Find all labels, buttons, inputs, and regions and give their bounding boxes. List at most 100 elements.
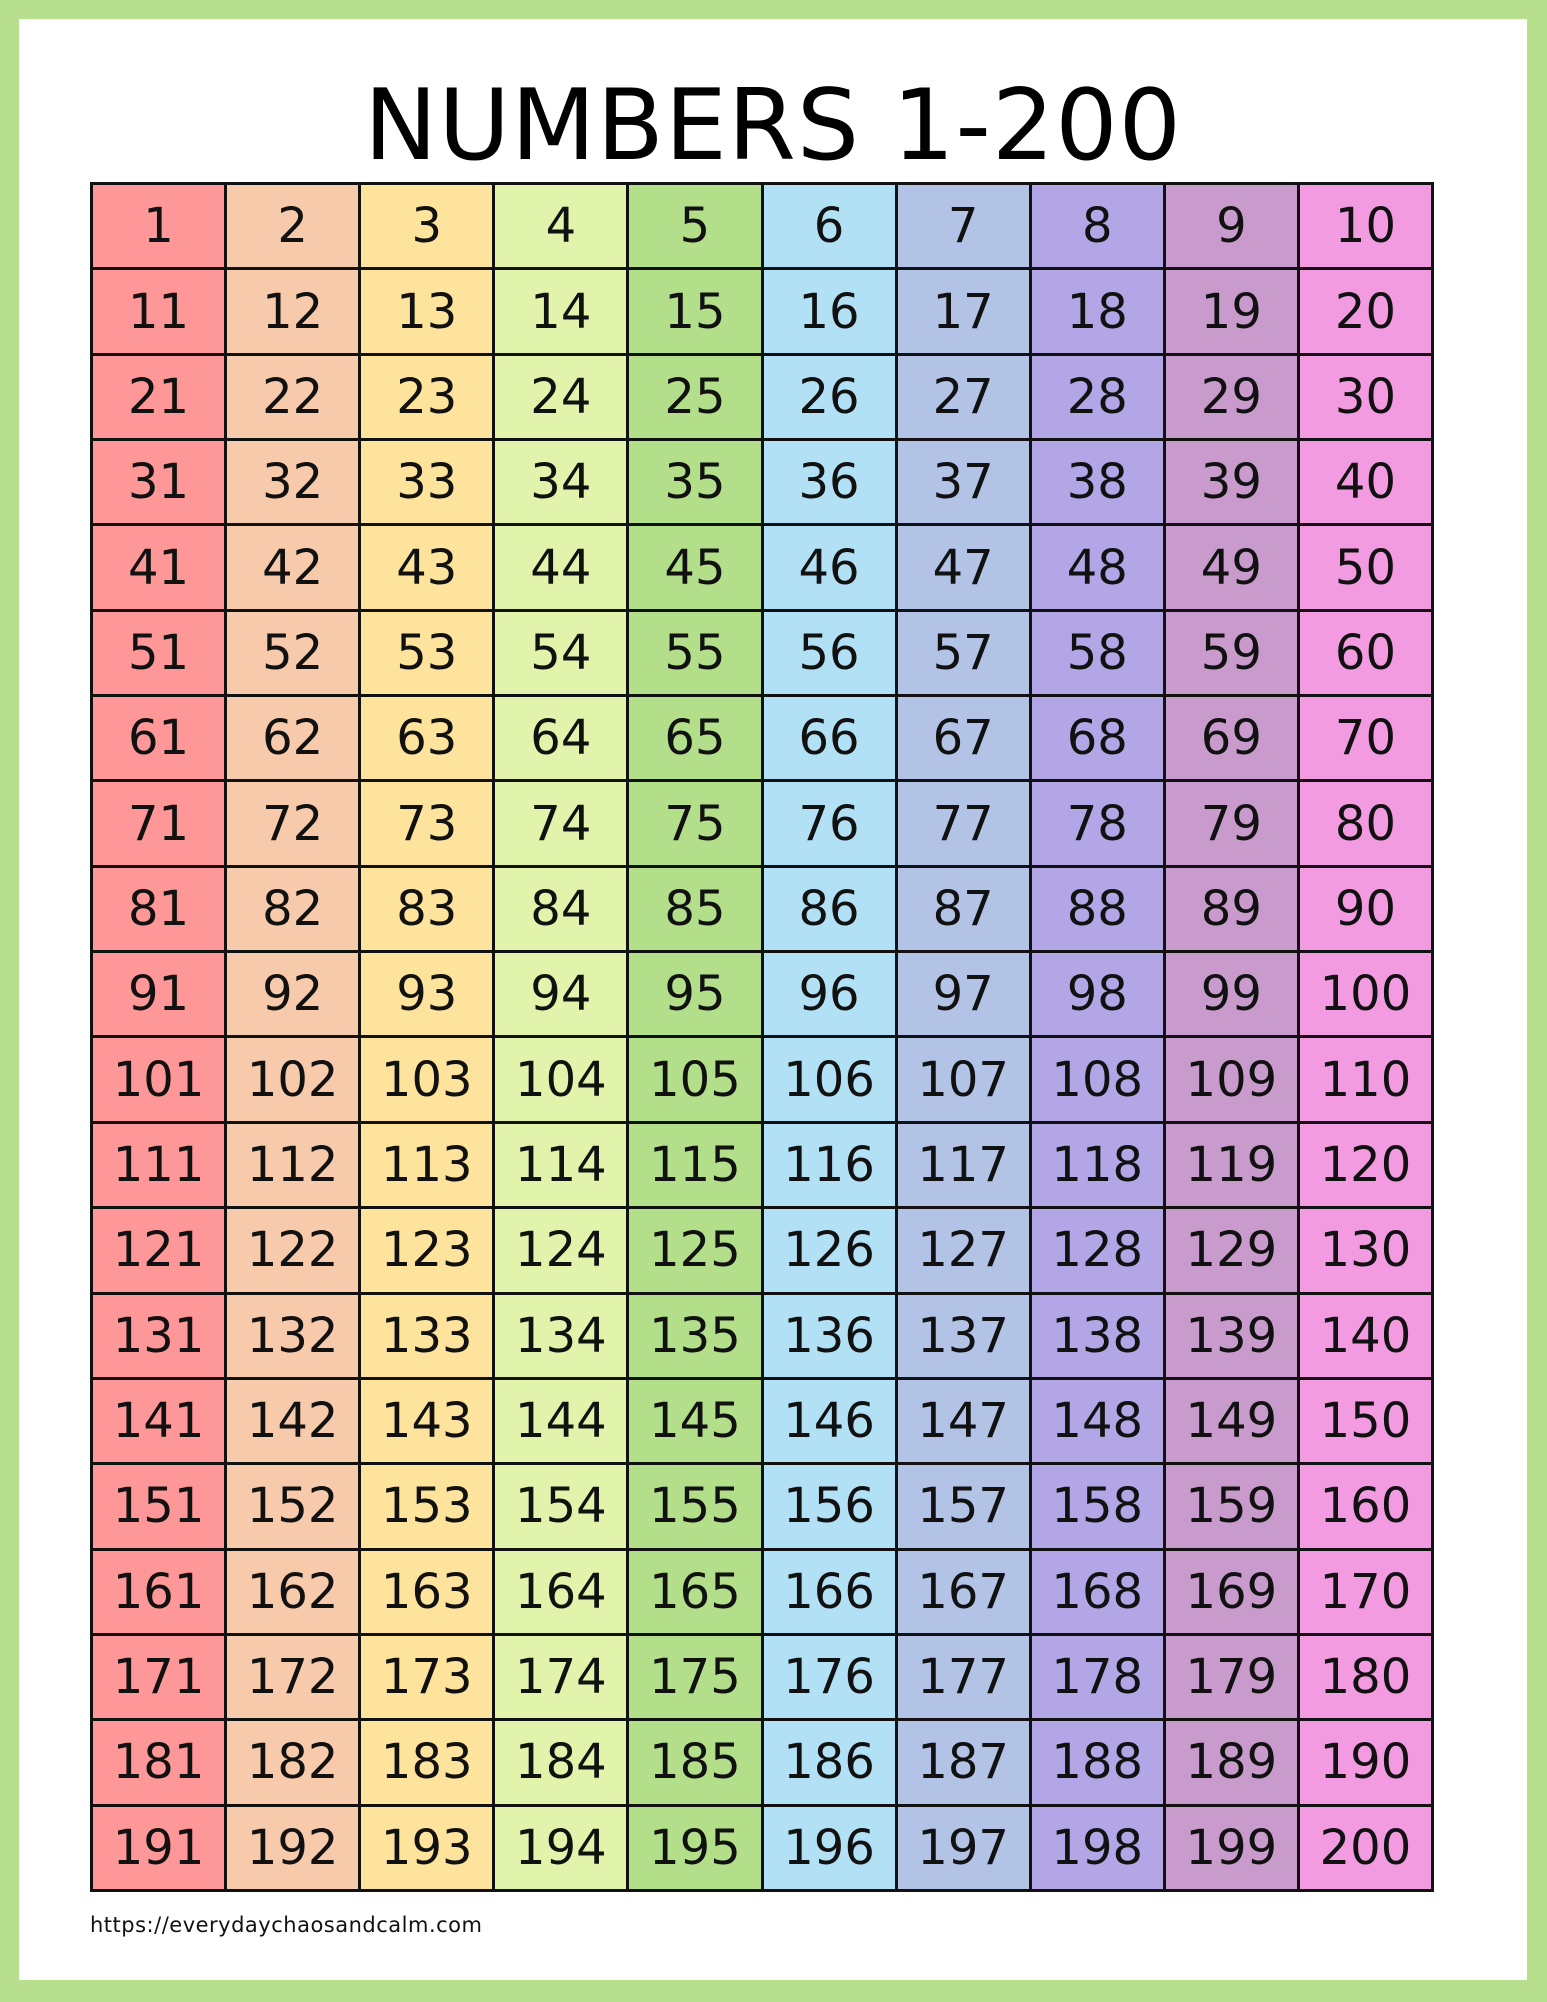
number-cell: 93 (361, 953, 493, 1036)
number-cell: 167 (897, 1550, 1029, 1633)
number-cell: 23 (361, 355, 493, 439)
number-cell: 194 (495, 1806, 627, 1889)
number-cell: 150 (1299, 1379, 1431, 1463)
number-cell: 82 (227, 867, 359, 951)
number-cell: 54 (495, 611, 627, 695)
number-cell: 134 (495, 1294, 627, 1377)
number-cell: 32 (227, 441, 359, 524)
number-cell: 33 (361, 441, 493, 524)
number-cell: 73 (361, 782, 493, 865)
number-cell: 159 (1165, 1465, 1297, 1548)
number-cell: 80 (1299, 782, 1431, 865)
number-cell: 116 (763, 1123, 895, 1207)
number-cell: 89 (1165, 867, 1297, 951)
number-cell: 135 (629, 1294, 761, 1377)
number-cell: 111 (93, 1123, 225, 1207)
number-cell: 49 (1165, 526, 1297, 609)
number-cell: 34 (495, 441, 627, 524)
number-cell: 55 (629, 611, 761, 695)
number-cell: 109 (1165, 1038, 1297, 1121)
number-cell: 38 (1031, 441, 1163, 524)
number-cell: 81 (93, 867, 225, 951)
number-cell: 40 (1299, 441, 1431, 524)
number-cell: 120 (1299, 1123, 1431, 1207)
number-cell: 191 (93, 1806, 225, 1889)
number-cell: 142 (227, 1379, 359, 1463)
number-cell: 169 (1165, 1550, 1297, 1633)
number-cell: 45 (629, 526, 761, 609)
number-cell: 101 (93, 1038, 225, 1121)
number-cell: 59 (1165, 611, 1297, 695)
number-cell: 177 (897, 1635, 1029, 1719)
number-cell: 106 (763, 1038, 895, 1121)
number-cell: 30 (1299, 355, 1431, 439)
number-cell: 66 (763, 697, 895, 780)
number-cell: 92 (227, 953, 359, 1036)
number-cell: 56 (763, 611, 895, 695)
number-cell: 185 (629, 1721, 761, 1804)
number-cell: 94 (495, 953, 627, 1036)
number-cell: 6 (763, 185, 895, 268)
number-cell: 184 (495, 1721, 627, 1804)
number-cell: 98 (1031, 953, 1163, 1036)
number-cell: 200 (1299, 1806, 1431, 1889)
number-cell: 128 (1031, 1209, 1163, 1292)
number-cell: 117 (897, 1123, 1029, 1207)
number-cell: 61 (93, 697, 225, 780)
number-cell: 136 (763, 1294, 895, 1377)
number-cell: 29 (1165, 355, 1297, 439)
number-cell: 162 (227, 1550, 359, 1633)
number-cell: 137 (897, 1294, 1029, 1377)
number-cell: 10 (1299, 185, 1431, 268)
number-cell: 147 (897, 1379, 1029, 1463)
number-cell: 88 (1031, 867, 1163, 951)
number-cell: 20 (1299, 270, 1431, 353)
number-cell: 102 (227, 1038, 359, 1121)
number-cell: 84 (495, 867, 627, 951)
number-cell: 174 (495, 1635, 627, 1719)
number-cell: 31 (93, 441, 225, 524)
number-cell: 157 (897, 1465, 1029, 1548)
number-cell: 168 (1031, 1550, 1163, 1633)
number-cell: 123 (361, 1209, 493, 1292)
number-cell: 103 (361, 1038, 493, 1121)
number-cell: 69 (1165, 697, 1297, 780)
number-cell: 139 (1165, 1294, 1297, 1377)
number-cell: 77 (897, 782, 1029, 865)
number-cell: 187 (897, 1721, 1029, 1804)
footer-url: https://everydaychaosandcalm.com (90, 1913, 483, 1937)
number-cell: 124 (495, 1209, 627, 1292)
number-cell: 53 (361, 611, 493, 695)
number-cell: 3 (361, 185, 493, 268)
number-cell: 58 (1031, 611, 1163, 695)
number-cell: 44 (495, 526, 627, 609)
number-cell: 161 (93, 1550, 225, 1633)
number-cell: 158 (1031, 1465, 1163, 1548)
number-cell: 12 (227, 270, 359, 353)
number-cell: 47 (897, 526, 1029, 609)
number-cell: 87 (897, 867, 1029, 951)
number-cell: 145 (629, 1379, 761, 1463)
number-cell: 7 (897, 185, 1029, 268)
number-cell: 178 (1031, 1635, 1163, 1719)
number-cell: 57 (897, 611, 1029, 695)
number-cell: 15 (629, 270, 761, 353)
number-cell: 170 (1299, 1550, 1431, 1633)
number-cell: 153 (361, 1465, 493, 1548)
number-cell: 138 (1031, 1294, 1163, 1377)
number-cell: 151 (93, 1465, 225, 1548)
number-cell: 104 (495, 1038, 627, 1121)
number-cell: 36 (763, 441, 895, 524)
number-cell: 119 (1165, 1123, 1297, 1207)
number-cell: 70 (1299, 697, 1431, 780)
number-cell: 13 (361, 270, 493, 353)
number-cell: 193 (361, 1806, 493, 1889)
number-cell: 160 (1299, 1465, 1431, 1548)
number-cell: 179 (1165, 1635, 1297, 1719)
number-cell: 190 (1299, 1721, 1431, 1804)
number-cell: 25 (629, 355, 761, 439)
number-cell: 99 (1165, 953, 1297, 1036)
number-cell: 105 (629, 1038, 761, 1121)
number-cell: 140 (1299, 1294, 1431, 1377)
number-cell: 172 (227, 1635, 359, 1719)
